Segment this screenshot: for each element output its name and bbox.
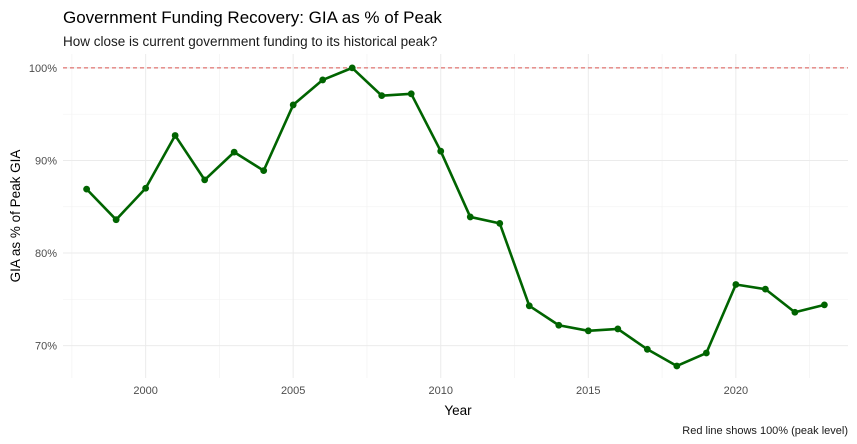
data-point (791, 308, 799, 316)
data-point (348, 64, 356, 72)
data-point (260, 167, 268, 175)
chart-subtitle: How close is current government funding … (63, 34, 437, 49)
chart-caption: Red line shows 100% (peak level) (682, 425, 848, 437)
series-line (85, 66, 825, 368)
data-point (673, 362, 681, 370)
data-point (142, 184, 150, 192)
chart-title: Government Funding Recovery: GIA as % of… (63, 8, 442, 27)
data-point (702, 349, 710, 357)
y-tick-label: 100% (29, 63, 57, 75)
data-point (496, 220, 504, 227)
y-tick-label: 70% (35, 341, 57, 353)
x-axis-label: Year (444, 403, 472, 418)
x-tick-label: 2015 (576, 385, 600, 397)
data-point (171, 132, 179, 139)
data-point (201, 176, 209, 184)
x-tick-label: 2005 (281, 385, 305, 397)
data-point (437, 147, 445, 155)
y-axis-ticks: 70% 80% 90% 100% (29, 63, 57, 353)
data-point (466, 213, 474, 221)
data-point (555, 321, 563, 329)
data-point (83, 185, 91, 193)
data-point (112, 216, 120, 224)
x-tick-label: 2010 (429, 385, 453, 397)
data-point (407, 90, 415, 98)
data-point (732, 281, 740, 288)
data-point (319, 76, 327, 84)
data-point (614, 325, 622, 333)
x-axis-ticks: 2000 2005 2010 2015 2020 (133, 385, 748, 397)
data-point (761, 285, 769, 293)
grid (63, 54, 848, 378)
data-point (230, 148, 238, 156)
data-point (643, 345, 651, 353)
x-tick-label: 2000 (133, 385, 157, 397)
y-tick-label: 90% (35, 155, 57, 167)
data-point (289, 101, 297, 109)
data-point (820, 301, 828, 309)
y-axis-label: GIA as % of Peak GIA (8, 150, 23, 283)
data-point (378, 92, 386, 100)
data-point (525, 302, 533, 310)
data-point (584, 327, 592, 335)
x-tick-label: 2020 (724, 385, 748, 397)
y-tick-label: 80% (35, 248, 57, 260)
data-points (83, 64, 828, 370)
